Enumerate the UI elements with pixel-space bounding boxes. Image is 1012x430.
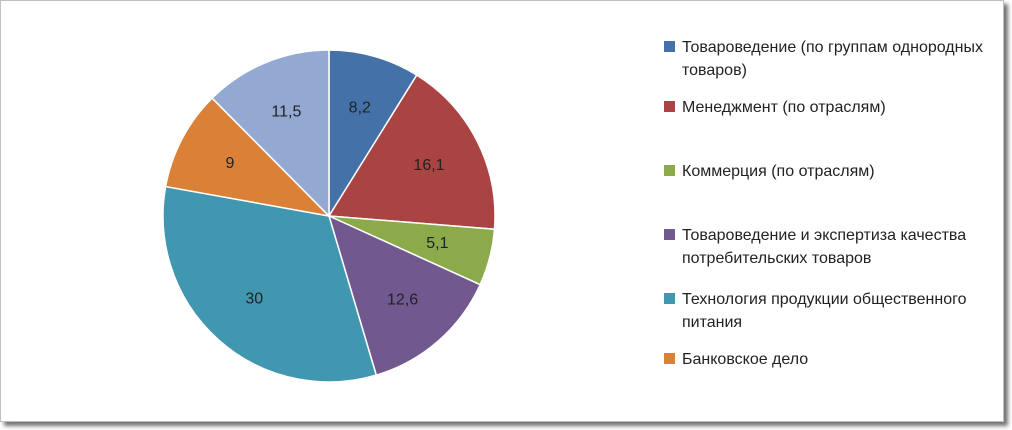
- pie-data-label-2: 5,1: [426, 235, 448, 252]
- legend-swatch: [664, 41, 675, 52]
- legend-item-3: Товароведение и экспертиза качества потр…: [664, 224, 1002, 270]
- legend-swatch: [664, 229, 675, 240]
- legend-swatch: [664, 353, 675, 364]
- pie-data-label-6: 11,5: [271, 104, 301, 121]
- pie-slice-5: [164, 97, 332, 218]
- pie-data-label-0: 8,2: [349, 100, 371, 117]
- legend-item-1: Менеджмент (по отраслям): [664, 96, 1002, 119]
- pie-slice-6: [211, 49, 330, 218]
- pie-data-label-5: 9: [225, 155, 234, 172]
- legend-swatch: [664, 101, 675, 112]
- legend-label: Товароведение и экспертиза качества потр…: [682, 227, 967, 267]
- pie-slice-4: [162, 185, 378, 383]
- legend-item-4: Технология продукции общественного питан…: [664, 288, 1002, 334]
- legend-label: Коммерция (по отраслям): [682, 163, 875, 180]
- pie-data-label-1: 16,1: [413, 157, 444, 174]
- pie-data-label-3: 12,6: [387, 292, 418, 309]
- legend-item-2: Коммерция (по отраслям): [664, 160, 1002, 183]
- pie-data-label-4: 30: [245, 291, 263, 308]
- legend-swatch: [664, 293, 675, 304]
- pie-slice-1: [327, 74, 496, 231]
- legend-item-5: Банковское дело: [664, 348, 1002, 371]
- legend-label: Товароведение (по группам однородных тов…: [682, 39, 983, 79]
- legend-swatch: [664, 165, 675, 176]
- legend-label: Банковское дело: [682, 351, 809, 368]
- pie-slice-3: [327, 214, 482, 377]
- legend-label: Технология продукции общественного питан…: [682, 291, 967, 331]
- legend-item-0: Товароведение (по группам однородных тов…: [664, 36, 1002, 82]
- legend-label: Менеджмент (по отраслям): [682, 99, 886, 116]
- pie-chart: 8,2 16,1 5,1 12,6 30 9 11,5: [162, 49, 496, 383]
- pie-slice-0: [328, 49, 418, 219]
